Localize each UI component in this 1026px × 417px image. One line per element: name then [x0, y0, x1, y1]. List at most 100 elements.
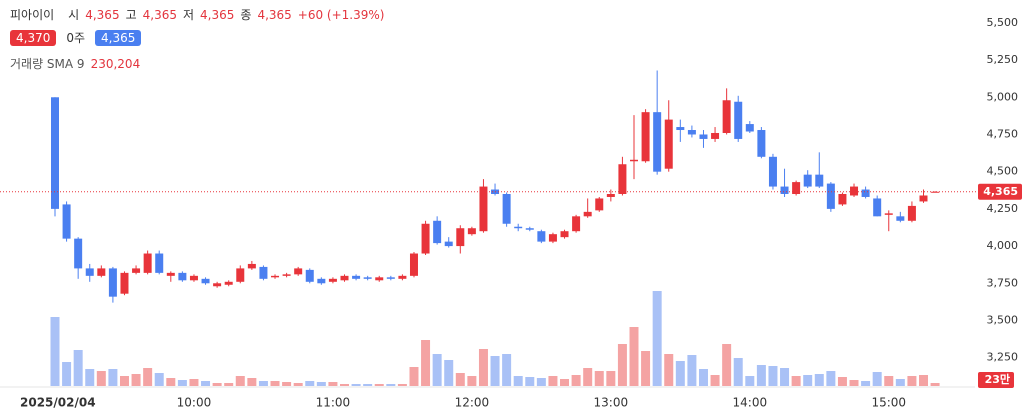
- volume-bar: [119, 376, 129, 386]
- header: 피아이이 시 4,365 고 4,365 저 4,365 종 4,365 +60…: [10, 6, 384, 23]
- volume-bar: [154, 373, 164, 386]
- candle-body: [560, 231, 569, 238]
- candle-body: [722, 100, 731, 133]
- volume-bar: [849, 380, 859, 386]
- volume-bar: [166, 378, 176, 386]
- candle-body: [409, 253, 418, 276]
- candle-body: [433, 220, 442, 244]
- candle-body: [768, 156, 777, 187]
- volume-bar: [536, 378, 546, 386]
- quote-row: 4,370 0주 4,365: [10, 29, 142, 46]
- volume-bar: [641, 351, 651, 386]
- volume-bar: [571, 375, 581, 386]
- candle-body: [525, 228, 534, 230]
- volume-bar: [756, 365, 766, 386]
- y-tick-label: 5,000: [987, 90, 1019, 103]
- volume-bar: [583, 368, 593, 386]
- volume-bar: [444, 360, 454, 386]
- candle-body: [664, 119, 673, 169]
- ask-badge: 4,370: [10, 29, 57, 46]
- volume-bar: [490, 356, 500, 386]
- volume-bar: [62, 362, 72, 386]
- candle-body: [757, 130, 766, 157]
- volume-bar: [235, 376, 245, 386]
- y-tick-label: 5,500: [987, 16, 1019, 29]
- volume-badge-label: 23만: [985, 372, 1010, 386]
- candle-body: [606, 194, 615, 197]
- volume-badge: [978, 372, 1014, 388]
- volume-bar: [733, 358, 743, 386]
- bid-badge: 4,365: [95, 29, 142, 46]
- candle-body: [618, 164, 627, 194]
- volume-bar: [85, 369, 95, 386]
- volume-bar: [606, 371, 616, 386]
- volume-bar: [386, 384, 396, 386]
- volume-bar: [293, 383, 303, 386]
- volume-bar: [201, 381, 211, 386]
- volume-bar: [455, 373, 465, 386]
- candle-body: [189, 275, 198, 281]
- y-tick-label: 5,250: [987, 53, 1019, 66]
- value: 4,365: [85, 7, 120, 22]
- volume-bar: [96, 371, 106, 386]
- candle-body: [317, 278, 326, 284]
- volume-bar: [478, 349, 488, 386]
- candle-body: [931, 191, 940, 193]
- volume-bar: [177, 380, 187, 386]
- candle-body: [815, 174, 824, 187]
- candle-body: [398, 275, 407, 279]
- candle-body: [838, 194, 847, 205]
- candle-body: [479, 186, 488, 232]
- candle-body: [711, 132, 720, 139]
- y-tick-label: 4,000: [987, 239, 1019, 252]
- volume-bar: [687, 355, 697, 386]
- x-tick-label: 10:00: [177, 396, 212, 410]
- candle-body: [630, 159, 638, 162]
- candle-body: [641, 112, 650, 162]
- candle-body: [572, 216, 581, 232]
- candle-body: [166, 272, 175, 276]
- volume-bar: [513, 376, 523, 386]
- candle-body: [907, 205, 916, 221]
- volume-bar: [791, 376, 801, 386]
- y-tick-label: 3,500: [987, 313, 1019, 326]
- volume-bar: [629, 327, 639, 386]
- volume-bar: [826, 371, 836, 386]
- volume-bar: [548, 376, 558, 386]
- candle-body: [792, 182, 801, 194]
- candle-body: [653, 112, 662, 172]
- volume-bar: [247, 378, 257, 386]
- candle-body: [51, 97, 59, 209]
- candle-body: [201, 278, 210, 284]
- candle-body: [896, 216, 905, 221]
- candle-body: [583, 211, 592, 217]
- candle-body: [178, 272, 187, 281]
- volume-bar: [258, 381, 268, 386]
- candle-body: [386, 277, 395, 279]
- x-tick-label: 13:00: [594, 396, 629, 410]
- candle-body: [919, 195, 928, 202]
- volume-bar: [907, 376, 917, 386]
- volume-bar: [432, 354, 442, 386]
- value: 4,365: [257, 7, 292, 22]
- candle-body: [548, 234, 557, 242]
- candle-body: [467, 228, 476, 235]
- volume-bar: [224, 383, 234, 386]
- candle-body: [826, 183, 835, 209]
- volume-bar: [502, 354, 512, 386]
- volume-bar: [305, 381, 315, 386]
- candle-body: [85, 268, 94, 276]
- stock-name: 피아이이: [10, 8, 55, 22]
- volume-bar: [363, 384, 373, 386]
- key: 시: [68, 8, 80, 22]
- volume-value: 230,204: [90, 56, 141, 71]
- volume-bar: [814, 374, 824, 386]
- candle-body: [271, 275, 280, 278]
- candle-body: [444, 241, 453, 247]
- y-tick-label: 3,750: [987, 276, 1019, 289]
- candle-body: [143, 253, 152, 273]
- volume-bar: [837, 377, 847, 386]
- volume-row: 거래량 SMA 9 230,204: [10, 55, 140, 72]
